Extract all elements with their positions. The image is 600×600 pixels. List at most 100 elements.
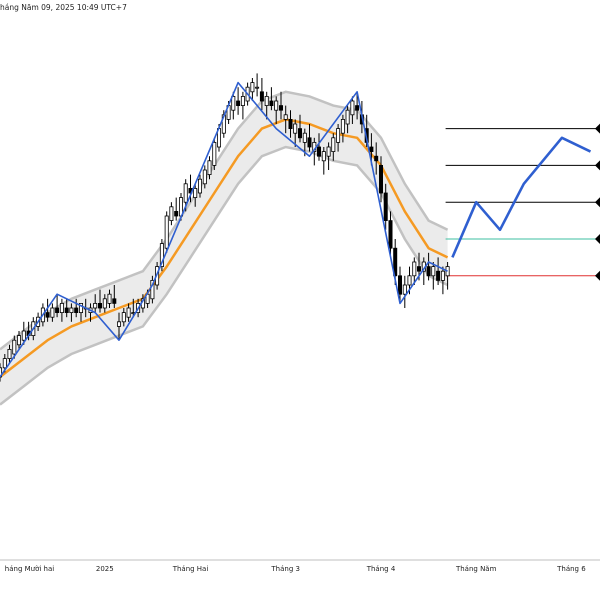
candle <box>340 114 345 143</box>
candle <box>231 91 236 120</box>
candle <box>169 202 174 226</box>
candle <box>326 142 331 170</box>
candle <box>259 78 264 111</box>
candle-body <box>369 146 374 152</box>
candle <box>331 133 336 161</box>
candle-body <box>207 160 212 176</box>
candle-body <box>93 302 98 309</box>
price-levels <box>445 123 600 281</box>
candle <box>202 165 207 189</box>
candle <box>93 294 98 313</box>
candle <box>316 133 321 161</box>
candle <box>388 211 393 258</box>
x-axis-labels: háng Mười hai 2025 Tháng Hai Tháng 3 Tháng 4… <box>5 565 586 573</box>
candle-body <box>431 266 436 277</box>
candle-body <box>388 220 393 249</box>
candle <box>236 87 241 115</box>
candle <box>197 174 202 198</box>
candle-body <box>426 266 431 277</box>
candle <box>350 96 355 124</box>
level-diamond-marker <box>595 123 600 134</box>
candle <box>107 289 112 308</box>
candle <box>12 335 17 359</box>
candle <box>355 91 360 120</box>
candle <box>278 91 283 120</box>
candle-body <box>293 123 298 134</box>
candle <box>383 183 388 230</box>
candle-body <box>74 307 79 313</box>
candle <box>174 197 179 221</box>
candle-body <box>0 367 3 378</box>
candle-body <box>255 86 260 89</box>
candle-body <box>436 270 441 281</box>
candle-body <box>412 261 417 277</box>
candle-body <box>264 96 269 107</box>
candle <box>150 275 155 304</box>
candlesticks <box>0 73 450 382</box>
candle <box>126 303 131 322</box>
candle <box>288 110 293 138</box>
candle <box>50 303 55 322</box>
candle-body <box>326 146 331 157</box>
candle-body <box>307 137 312 148</box>
candle <box>117 312 122 341</box>
candle-body <box>231 96 236 111</box>
candle <box>240 91 245 120</box>
candle <box>345 105 350 134</box>
candle-body <box>16 335 21 346</box>
candle <box>21 321 26 345</box>
candle <box>283 105 288 134</box>
candle <box>436 257 441 285</box>
candle <box>440 266 445 295</box>
candle <box>69 303 74 322</box>
candle-body <box>202 169 207 185</box>
candle <box>374 142 379 175</box>
candle-body <box>321 151 326 162</box>
candle <box>402 275 407 308</box>
candle-body <box>59 302 64 313</box>
candle-body <box>440 270 445 281</box>
candle <box>102 294 107 313</box>
candle-body <box>64 307 69 313</box>
candle <box>55 294 60 318</box>
candle-body <box>274 100 279 111</box>
candle-body <box>21 330 26 341</box>
candle-body <box>164 215 169 249</box>
candle-body <box>50 307 55 318</box>
candle-body <box>383 192 388 222</box>
x-tick-label: 2025 <box>96 565 114 573</box>
candle-body <box>302 132 307 143</box>
candle <box>264 91 269 120</box>
candle <box>321 147 326 175</box>
band-fill <box>0 91 448 405</box>
zigzag-line <box>0 81 448 378</box>
x-tick-label: Tháng 4 <box>366 565 396 573</box>
candle <box>378 156 383 203</box>
candle <box>307 124 312 152</box>
level-diamond-marker <box>595 270 600 281</box>
candle-body <box>169 206 174 222</box>
candle-body <box>355 105 360 111</box>
candle <box>74 298 79 318</box>
candle-body <box>159 243 164 268</box>
projection-polyline <box>451 136 592 258</box>
candle <box>255 73 260 97</box>
candle-body <box>374 155 379 162</box>
candle-body <box>117 321 122 327</box>
candle-body <box>112 298 117 304</box>
candle <box>212 137 217 170</box>
candle-body <box>2 358 7 369</box>
candle-body <box>79 302 84 313</box>
candle-body <box>45 312 50 318</box>
candle-body <box>126 307 131 318</box>
candle-body <box>345 109 350 125</box>
candle <box>64 298 69 318</box>
candle <box>45 298 50 322</box>
candle <box>164 211 169 253</box>
projection-path <box>451 136 592 258</box>
candle-body <box>316 146 321 157</box>
candle-body <box>98 302 103 309</box>
candle-body <box>378 164 383 194</box>
candle <box>412 257 417 285</box>
